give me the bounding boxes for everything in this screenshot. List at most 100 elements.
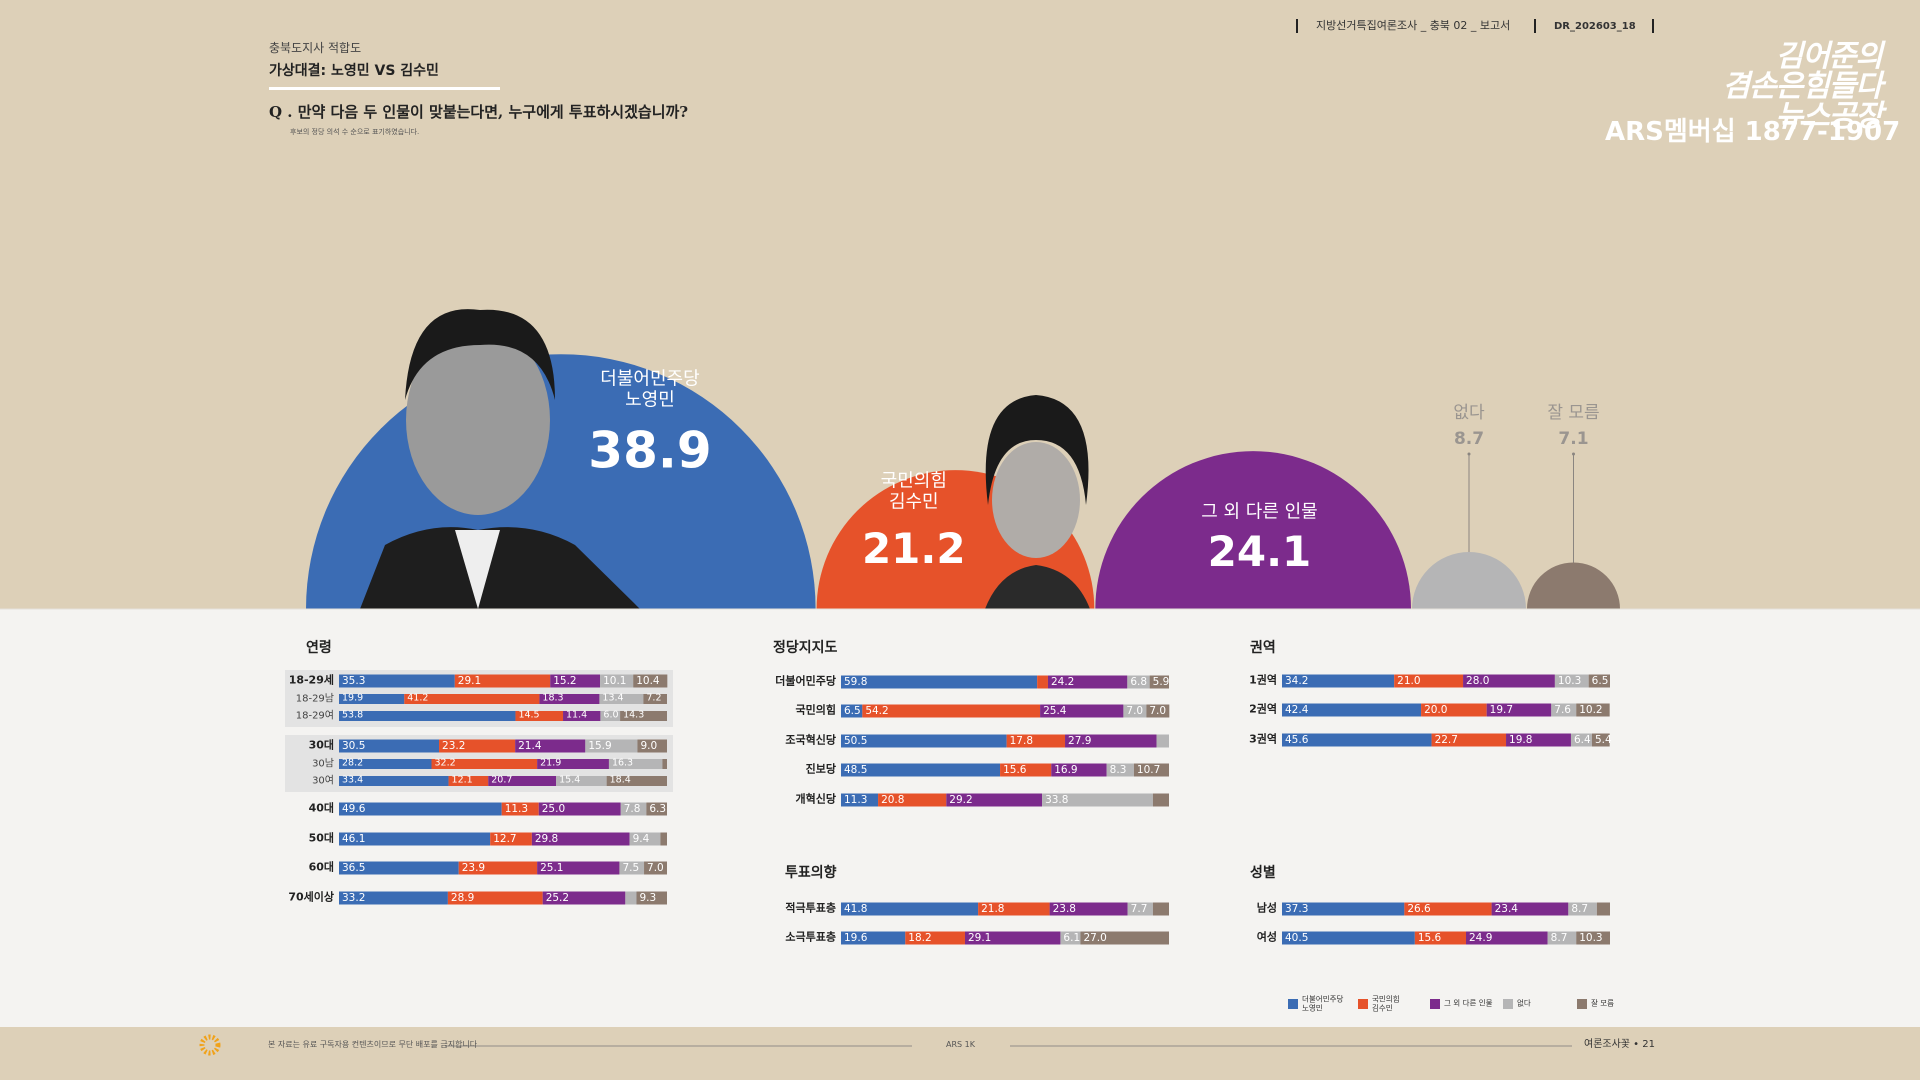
legend-label: 더불어민주당 노영민	[1302, 994, 1344, 1012]
bar-segment	[1554, 674, 1589, 688]
row-label: 18-29여	[295, 710, 334, 722]
leader-dot	[1467, 452, 1471, 456]
divider	[1296, 19, 1298, 33]
bar-segment	[841, 931, 906, 945]
bar-segment	[1152, 793, 1169, 807]
footer-decor	[199, 1034, 1572, 1056]
bar-segment	[841, 902, 979, 916]
segment-label: 7.2	[646, 692, 662, 704]
bar-segment	[1146, 704, 1170, 718]
bubble-value: 21.2	[861, 524, 966, 574]
segment-label: 33.8	[1045, 793, 1069, 806]
segment-label: 27.0	[1083, 931, 1107, 944]
row-label: 3권역	[1249, 732, 1277, 746]
segment-label: 10.4	[636, 674, 660, 687]
bar-segment	[515, 711, 564, 721]
segment-label: 7.5	[622, 861, 640, 874]
segment-label: 6.1	[1063, 931, 1081, 944]
report-label: 지방선거특집여론조사 _ 충북 02 _ 보고서	[1316, 19, 1511, 32]
segment-label: 29.1	[967, 931, 992, 944]
bar-segment	[1466, 931, 1548, 945]
bar-segment	[1133, 763, 1169, 777]
row-label: 남성	[1256, 901, 1277, 915]
row-label: 국민의힘	[795, 703, 836, 717]
legend-label: 국민의힘 김수민	[1372, 994, 1400, 1012]
portrait-hair	[405, 309, 555, 400]
bar-segment	[841, 793, 879, 807]
segment-label: 35.3	[342, 674, 366, 687]
divider	[1534, 19, 1536, 33]
bar-segment	[1576, 931, 1610, 945]
row-label: 적극투표층	[785, 901, 836, 915]
bar-segment	[1156, 734, 1169, 748]
segment-label: 12.1	[451, 774, 473, 786]
bar-segment	[862, 704, 1041, 718]
segment-label: 22.7	[1434, 733, 1458, 746]
segment-label: 37.3	[1285, 902, 1309, 915]
bar-segment	[538, 802, 621, 816]
segment-label: 10.7	[1136, 763, 1161, 776]
bar-segment	[619, 861, 645, 875]
segment-label: 50.5	[844, 734, 868, 747]
bar-segment	[339, 739, 440, 753]
segment-label: 28.9	[450, 891, 475, 904]
segment-label: 20.7	[491, 774, 513, 786]
bar-segment	[339, 861, 459, 875]
bar-segment	[1506, 733, 1571, 747]
legend-swatch	[1358, 999, 1368, 1009]
bar-segment	[339, 891, 448, 905]
bar-segment	[841, 763, 1001, 777]
bar-segment	[606, 776, 667, 786]
segment-label: 5.4	[1594, 733, 1612, 746]
row-label: 진보당	[805, 762, 836, 776]
segment-label: 19.8	[1509, 733, 1533, 746]
panel-title: 권역	[1250, 639, 1276, 656]
bar-segment	[1282, 733, 1432, 747]
bar-segment	[556, 776, 607, 786]
segment-label: 8.7	[1550, 931, 1568, 944]
segment-label: 40.5	[1285, 931, 1309, 944]
segment-label: 23.4	[1494, 902, 1518, 915]
segment-label: 49.6	[342, 802, 366, 815]
portrait-suit	[360, 527, 640, 609]
bar-segment	[563, 711, 601, 721]
footer-page: 여론조사꽃 • 21	[1584, 1039, 1655, 1050]
segment-label: 21.8	[981, 902, 1005, 915]
bar-segment	[454, 674, 551, 688]
title-underline	[269, 87, 500, 90]
bar-segment	[841, 675, 1038, 689]
footer-center: ARS 1K	[946, 1040, 975, 1049]
segment-label: 15.2	[553, 674, 577, 687]
segment-label: 24.9	[1469, 931, 1493, 944]
bar-segment	[339, 759, 432, 769]
bar-segment	[1152, 902, 1169, 916]
title: 가상대결: 노영민 VS 김수민	[269, 63, 439, 79]
bar-segment	[1588, 674, 1610, 688]
segment-label: 11.4	[566, 709, 588, 721]
bar-segment	[339, 674, 455, 688]
bar-segment	[1000, 763, 1052, 777]
bubble-value: 7.1	[1558, 429, 1589, 450]
segment-label: 36.5	[342, 861, 366, 874]
bar-segment	[637, 739, 667, 753]
bar-segment	[978, 902, 1050, 916]
bar-segment	[644, 861, 667, 875]
bar-segment	[531, 832, 630, 846]
bar-segment	[1404, 902, 1492, 916]
bar-segment	[878, 793, 947, 807]
segment-label: 14.5	[518, 709, 540, 721]
segment-label: 46.1	[342, 832, 366, 845]
bar-segment	[1282, 674, 1395, 688]
segment-label: 23.2	[442, 739, 466, 752]
bar-segment	[660, 832, 667, 846]
bar-segment	[1576, 703, 1610, 717]
row-label: 30대	[308, 738, 334, 752]
bar-segment	[600, 674, 634, 688]
panel-title: 연령	[306, 639, 332, 656]
bar-segment	[1051, 763, 1107, 777]
segment-label: 9.3	[639, 891, 657, 904]
row-label: 18-29남	[295, 693, 334, 705]
bar-segment	[539, 694, 600, 704]
bubble-name: 없다	[1453, 403, 1485, 424]
